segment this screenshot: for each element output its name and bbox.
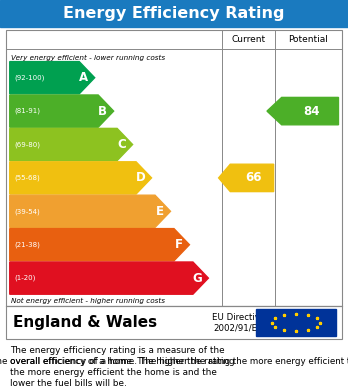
- Text: E: E: [156, 205, 164, 218]
- Polygon shape: [10, 195, 171, 228]
- Bar: [6, 306, 342, 339]
- Bar: [0, 0, 348, 27]
- Text: (21-38): (21-38): [14, 242, 40, 248]
- Text: C: C: [117, 138, 126, 151]
- Text: Potential: Potential: [288, 35, 328, 45]
- Bar: [256, 309, 336, 336]
- Text: G: G: [193, 272, 203, 285]
- Text: 66: 66: [245, 171, 262, 185]
- Text: Energy Efficiency Rating: Energy Efficiency Rating: [63, 6, 285, 21]
- Text: (69-80): (69-80): [14, 141, 40, 148]
- Text: the more energy efficient the home is and the: the more energy efficient the home is an…: [10, 368, 216, 377]
- Polygon shape: [10, 128, 133, 161]
- Polygon shape: [10, 229, 189, 261]
- Text: A: A: [79, 71, 88, 84]
- Polygon shape: [267, 97, 339, 125]
- Text: Very energy efficient - lower running costs: Very energy efficient - lower running co…: [11, 55, 166, 61]
- Polygon shape: [10, 162, 151, 194]
- Text: (55-68): (55-68): [14, 175, 40, 181]
- Polygon shape: [219, 164, 274, 192]
- Text: Current: Current: [231, 35, 266, 45]
- Polygon shape: [10, 61, 95, 94]
- Text: EU Directive
2002/91/EC: EU Directive 2002/91/EC: [212, 313, 265, 332]
- Text: lower the fuel bills will be.: lower the fuel bills will be.: [10, 379, 126, 388]
- Text: 84: 84: [303, 105, 320, 118]
- Text: (92-100): (92-100): [14, 74, 44, 81]
- Text: (81-91): (81-91): [14, 108, 40, 114]
- Text: overall efficiency of a home. The higher the rating: overall efficiency of a home. The higher…: [10, 357, 234, 366]
- Text: B: B: [98, 105, 107, 118]
- Text: F: F: [175, 238, 183, 251]
- Text: (1-20): (1-20): [14, 275, 35, 282]
- Text: (39-54): (39-54): [14, 208, 40, 215]
- Polygon shape: [10, 95, 114, 127]
- Text: The energy efficiency rating is a measure of the: The energy efficiency rating is a measur…: [10, 346, 224, 355]
- Text: Not energy efficient - higher running costs: Not energy efficient - higher running co…: [11, 298, 166, 304]
- Polygon shape: [10, 262, 208, 294]
- Bar: [6, 30, 342, 306]
- Text: D: D: [136, 171, 145, 185]
- Text: The energy efficiency rating is a measure of the overall efficiency of a home. T: The energy efficiency rating is a measur…: [0, 357, 348, 366]
- Text: England & Wales: England & Wales: [13, 315, 157, 330]
